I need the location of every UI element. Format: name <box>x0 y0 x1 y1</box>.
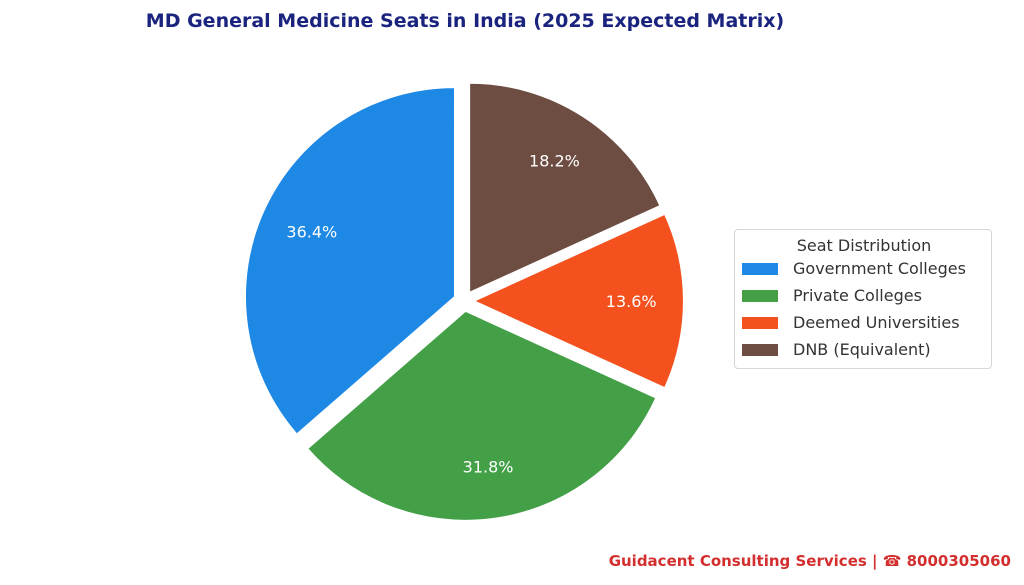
slice-private <box>307 310 657 521</box>
legend-item-dnb: DNB (Equivalent) <box>742 336 991 363</box>
legend-label: Private Colleges <box>793 286 922 305</box>
slice-dnb <box>469 82 661 293</box>
legend-label: Government Colleges <box>793 259 966 278</box>
legend-swatch <box>742 262 778 275</box>
slice-government <box>245 87 455 435</box>
legend-title: Seat Distribution <box>796 236 932 255</box>
pie-slices <box>245 82 684 521</box>
legend-swatch <box>742 289 778 302</box>
slice-deemed <box>473 213 684 389</box>
slice-percent-label: 31.8% <box>463 457 514 476</box>
legend-item-deemed: Deemed Universities <box>742 309 991 336</box>
footer-credit: Guidacent Consulting Services | ☎ 800030… <box>608 552 1011 570</box>
legend-item-government: Government Colleges <box>742 255 991 282</box>
legend-label: Deemed Universities <box>793 313 960 332</box>
legend-label: DNB (Equivalent) <box>793 340 931 359</box>
slice-percent-label: 36.4% <box>286 223 337 242</box>
legend: Seat Distribution Government Colleges Pr… <box>734 229 992 369</box>
legend-item-private: Private Colleges <box>742 282 991 309</box>
legend-swatch <box>742 343 778 356</box>
legend-swatch <box>742 316 778 329</box>
slice-percent-label: 18.2% <box>529 151 580 170</box>
pie-labels: 36.4% 31.8% 13.6% 18.2% <box>286 151 656 476</box>
slice-percent-label: 13.6% <box>606 292 657 311</box>
chart-title: MD General Medicine Seats in India (2025… <box>145 10 785 32</box>
